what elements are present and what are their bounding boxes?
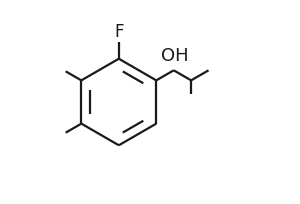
Text: F: F (114, 23, 124, 41)
Text: OH: OH (161, 47, 188, 65)
